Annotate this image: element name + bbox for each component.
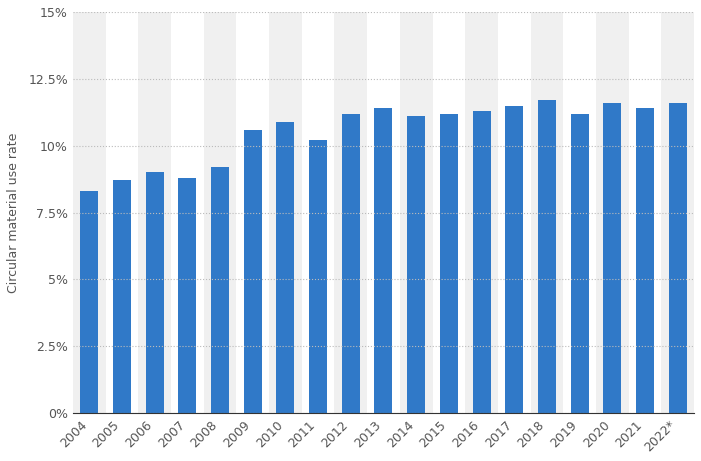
Bar (564, 12, 596, 413)
Bar (269, 12, 301, 413)
Bar (538, 100, 556, 413)
Bar (73, 12, 106, 413)
Bar (669, 103, 687, 413)
Bar (276, 122, 294, 413)
Bar (204, 12, 236, 413)
Bar (138, 12, 171, 413)
Bar (531, 12, 564, 413)
Bar (334, 12, 367, 413)
Bar (465, 12, 498, 413)
Bar (629, 12, 661, 413)
Bar (596, 12, 629, 413)
Bar (472, 111, 491, 413)
Bar (604, 103, 621, 413)
Bar (571, 113, 589, 413)
Bar (171, 12, 204, 413)
Bar (400, 12, 433, 413)
Bar (407, 116, 425, 413)
Bar (374, 108, 393, 413)
Bar (146, 172, 163, 413)
Bar (367, 12, 400, 413)
Bar (505, 106, 523, 413)
Bar (178, 178, 196, 413)
Bar (342, 113, 360, 413)
Bar (301, 12, 334, 413)
Bar (498, 12, 531, 413)
Bar (440, 113, 458, 413)
Bar (636, 108, 654, 413)
Bar (433, 12, 465, 413)
Bar (309, 140, 327, 413)
Bar (106, 12, 138, 413)
Bar (236, 12, 269, 413)
Y-axis label: Circular material use rate: Circular material use rate (7, 132, 20, 293)
Bar (661, 12, 694, 413)
Bar (113, 180, 131, 413)
Bar (244, 130, 261, 413)
Bar (80, 191, 98, 413)
Bar (211, 167, 229, 413)
